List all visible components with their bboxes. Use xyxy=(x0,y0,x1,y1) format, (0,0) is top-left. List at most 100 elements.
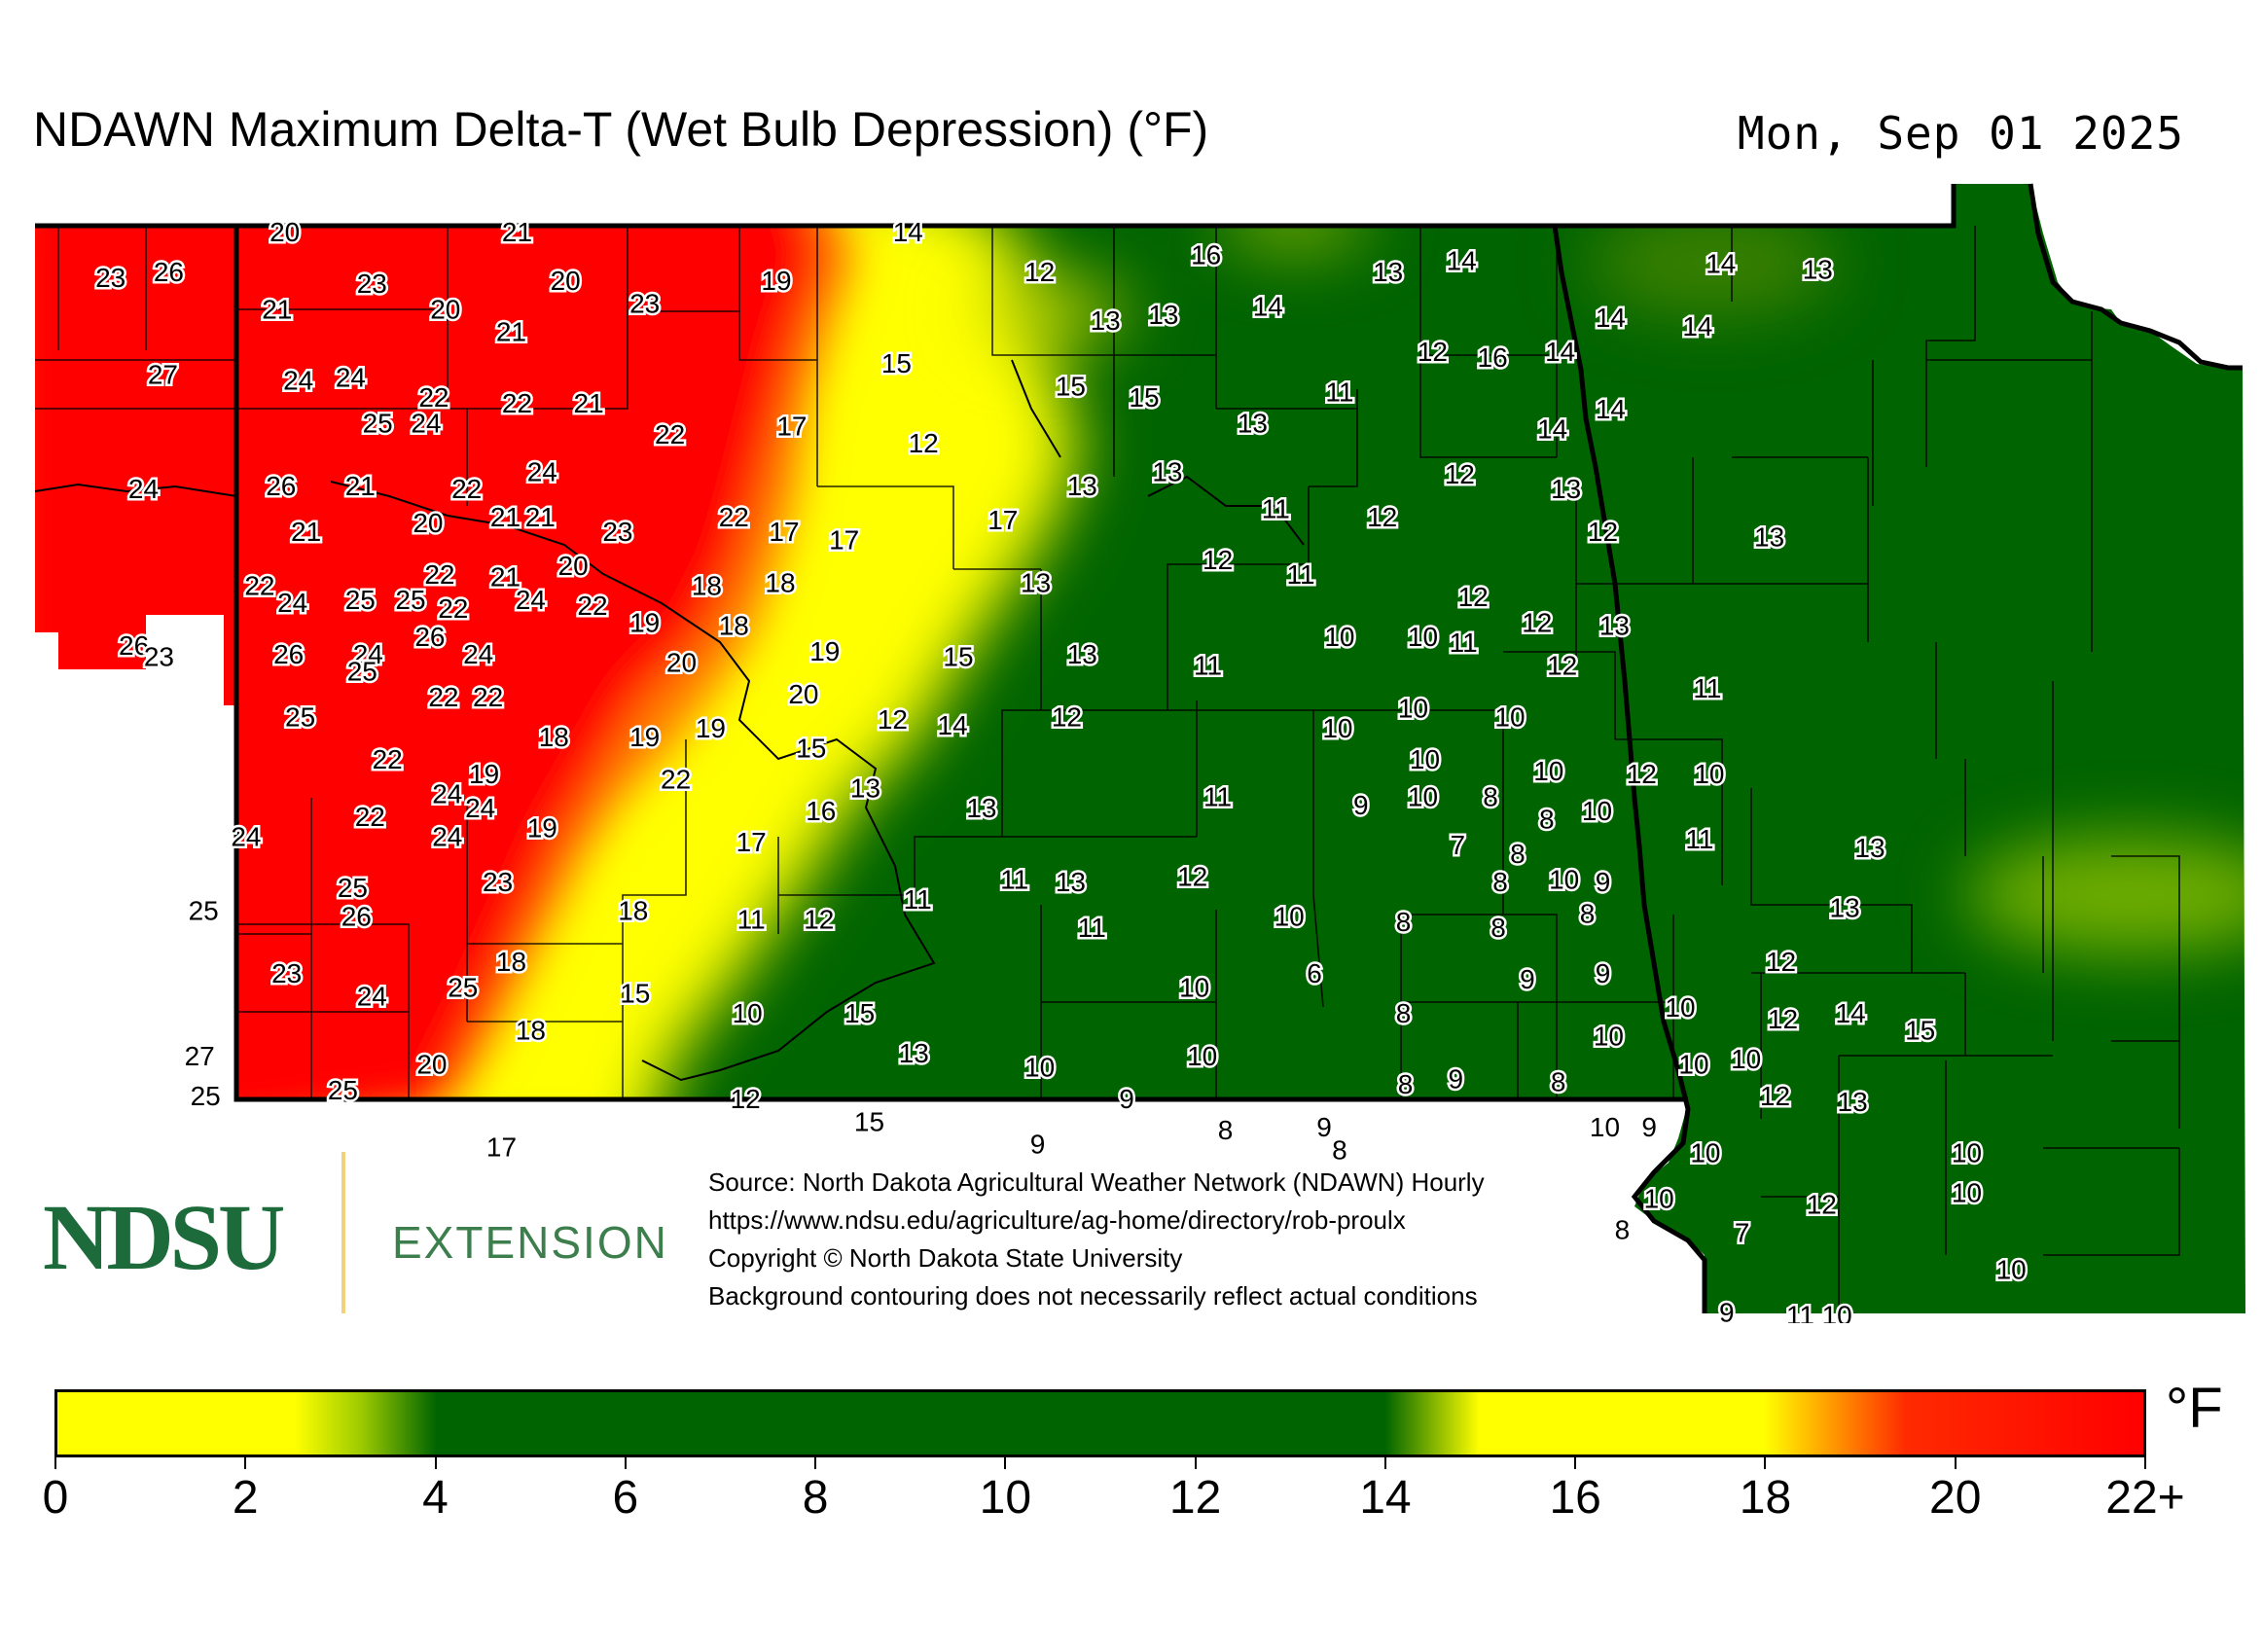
station-value: 17 xyxy=(987,505,1018,535)
color-scale-tick xyxy=(1383,1457,1386,1469)
color-scale-tick xyxy=(2144,1457,2146,1469)
station-value: 10 xyxy=(1590,1112,1620,1142)
station-value: 17 xyxy=(736,827,767,857)
station-value: 12 xyxy=(1177,861,1207,891)
source-line: Source: North Dakota Agricultural Weathe… xyxy=(708,1167,1485,1197)
disclaimer-line: Background contouring does not necessari… xyxy=(708,1281,1478,1311)
station-value: 20 xyxy=(430,294,460,324)
station-value: 15 xyxy=(1056,371,1086,401)
station-value: 8 xyxy=(1510,839,1526,869)
station-value: 11 xyxy=(1325,377,1353,407)
station-value: 8 xyxy=(1551,1066,1566,1096)
station-value: 8 xyxy=(1580,898,1596,928)
station-value: 27 xyxy=(148,360,178,390)
station-value: 13 xyxy=(1021,568,1051,598)
color-scale-tick xyxy=(54,1457,56,1469)
station-value: 10 xyxy=(1694,759,1724,789)
station-value: 21 xyxy=(496,317,526,347)
station-value: 22 xyxy=(451,474,482,504)
station-value: 8 xyxy=(1539,805,1555,835)
logo-divider xyxy=(341,1152,345,1313)
station-value: 12 xyxy=(1588,517,1618,547)
station-value: 20 xyxy=(416,1050,447,1080)
station-value: 20 xyxy=(551,266,581,296)
station-value: 20 xyxy=(413,508,443,538)
station-value: 9 xyxy=(1030,1130,1046,1160)
station-value: 13 xyxy=(1551,474,1581,504)
station-value: 12 xyxy=(1627,759,1657,789)
station-value: 20 xyxy=(788,679,818,709)
station-value: 11 xyxy=(1194,650,1222,680)
station-value: 14 xyxy=(1253,291,1283,321)
station-value: 25 xyxy=(189,895,219,925)
color-scale-tick-label: 2 xyxy=(232,1472,259,1524)
color-scale-tick xyxy=(434,1457,437,1469)
station-value: 10 xyxy=(1324,622,1354,652)
station-value: 17 xyxy=(776,411,807,441)
station-value: 14 xyxy=(1545,337,1575,367)
station-value: 8 xyxy=(1615,1215,1631,1245)
station-value: 12 xyxy=(1445,459,1475,489)
station-value: 12 xyxy=(1367,502,1397,532)
station-value: 18 xyxy=(539,722,569,752)
station-value: 10 xyxy=(1678,1050,1708,1080)
station-value: 19 xyxy=(629,722,660,752)
station-value: 11 xyxy=(1078,913,1106,943)
station-value: 13 xyxy=(1091,305,1121,336)
station-value: 10 xyxy=(1187,1041,1217,1071)
station-value: 12 xyxy=(1760,1081,1790,1111)
station-value: 7 xyxy=(1451,830,1466,860)
station-value: 12 xyxy=(1203,545,1233,575)
station-value: 19 xyxy=(629,608,660,638)
station-value: 10 xyxy=(1410,744,1440,774)
station-value: 13 xyxy=(1056,867,1086,897)
station-value: 8 xyxy=(1483,781,1498,811)
station-value: 10 xyxy=(1594,1021,1624,1051)
station-value: 18 xyxy=(618,895,648,925)
station-value: 18 xyxy=(765,568,795,598)
station-value: 10 xyxy=(1533,756,1563,786)
station-value: 18 xyxy=(692,570,722,600)
station-value: 11 xyxy=(1450,628,1478,658)
station-value: 12 xyxy=(1458,582,1489,612)
station-value: 9 xyxy=(1449,1063,1464,1094)
station-value: 22 xyxy=(577,591,607,621)
station-value: 13 xyxy=(1238,408,1268,438)
station-value: 13 xyxy=(899,1038,929,1068)
station-value: 10 xyxy=(1494,701,1525,732)
station-value: 14 xyxy=(1596,394,1626,424)
color-scale-tick-label: 18 xyxy=(1739,1472,1792,1524)
station-value: 24 xyxy=(231,821,261,851)
station-value: 15 xyxy=(1905,1015,1935,1045)
station-value: 22 xyxy=(719,502,749,532)
station-value: 22 xyxy=(428,682,458,712)
color-scale-unit: °F xyxy=(2166,1377,2223,1440)
station-value: 20 xyxy=(666,648,697,678)
station-value: 12 xyxy=(1547,650,1577,680)
station-value: 23 xyxy=(602,517,632,547)
station-value: 21 xyxy=(291,517,321,547)
station-value: 10 xyxy=(1322,713,1352,743)
station-value: 8 xyxy=(1490,913,1506,943)
station-value: 14 xyxy=(1447,245,1477,275)
source-url: https://www.ndsu.edu/agriculture/ag-home… xyxy=(708,1205,1406,1235)
color-scale-tick xyxy=(1004,1457,1007,1469)
station-value: 10 xyxy=(1179,973,1209,1003)
station-value: 24 xyxy=(411,408,441,438)
station-value: 12 xyxy=(731,1084,761,1114)
station-value: 11 xyxy=(1786,1300,1814,1323)
color-scale-tick-label: 0 xyxy=(42,1472,69,1524)
station-value: 25 xyxy=(285,701,315,732)
station-value: 22 xyxy=(424,559,454,590)
station-value: 11 xyxy=(737,904,766,934)
station-value: 25 xyxy=(191,1081,221,1111)
station-value: 12 xyxy=(1807,1189,1837,1219)
station-value: 26 xyxy=(266,471,296,501)
station-value: 26 xyxy=(414,622,445,652)
station-value: 24 xyxy=(336,363,366,393)
station-value: 20 xyxy=(269,217,300,247)
station-value: 13 xyxy=(1599,610,1630,640)
station-value: 9 xyxy=(1316,1112,1332,1142)
station-value: 19 xyxy=(469,759,499,789)
